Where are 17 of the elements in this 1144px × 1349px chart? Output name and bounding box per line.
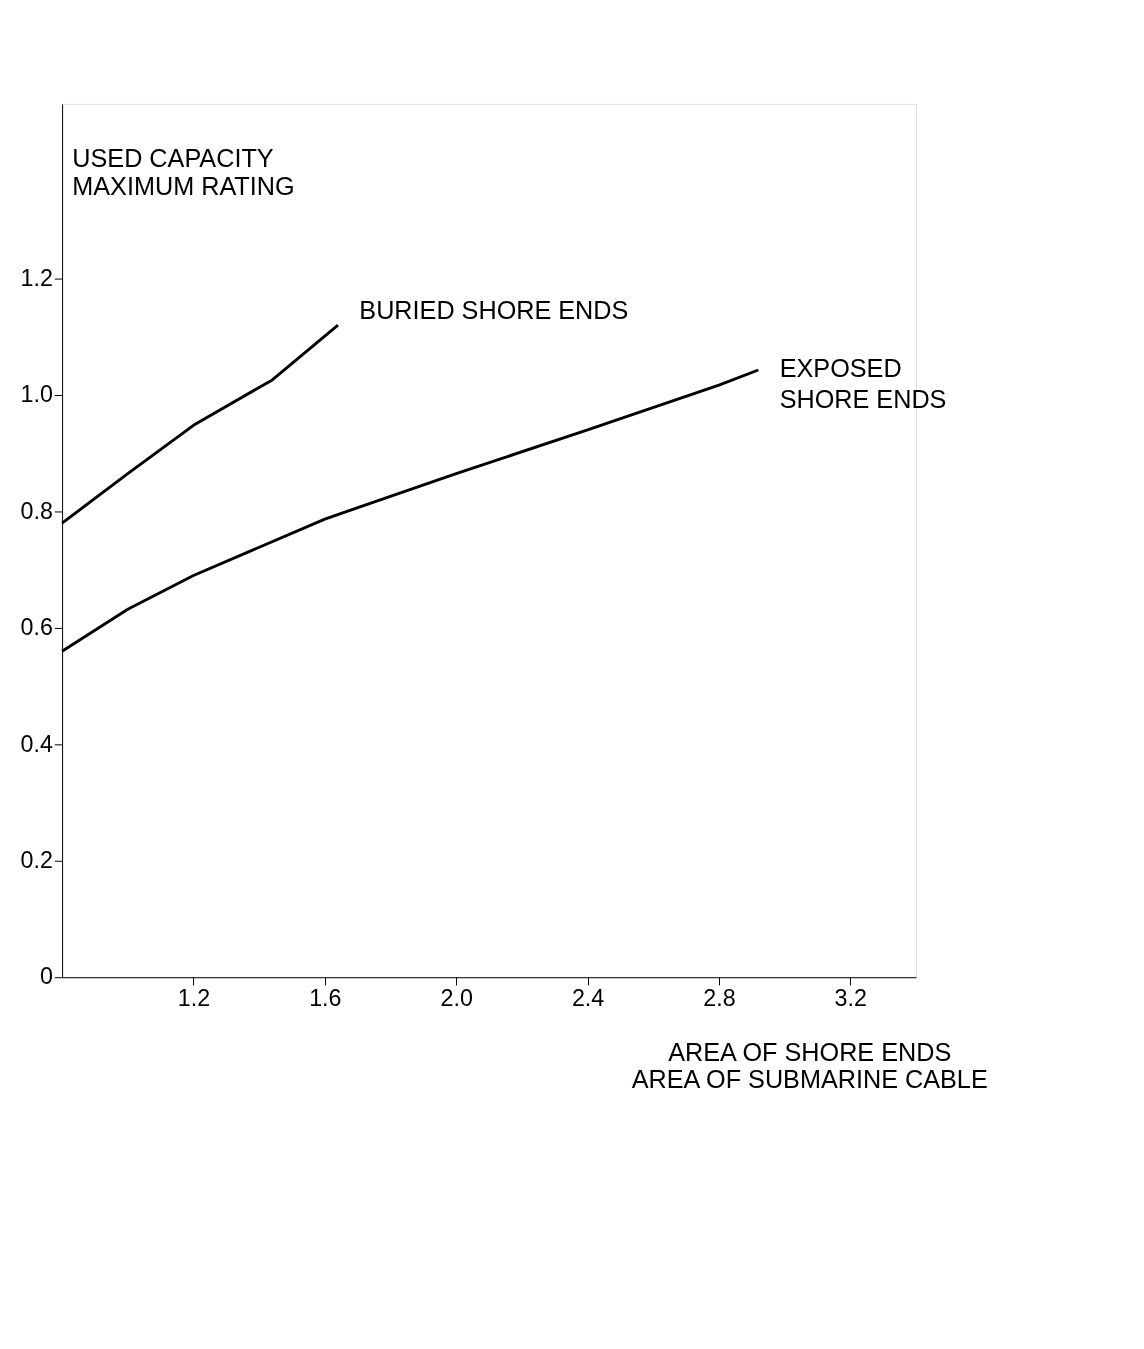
x-tick-label: 1.6 bbox=[309, 984, 342, 1011]
series-label: EXPOSED SHORE ENDS bbox=[779, 353, 947, 413]
x-tick-label: 2.8 bbox=[703, 984, 736, 1011]
x-tick-label: 2.0 bbox=[440, 984, 473, 1011]
series-label: BURIED SHORE ENDS bbox=[359, 296, 629, 325]
x-tick-label: 1.2 bbox=[177, 984, 211, 1011]
x-tick-label: 2.4 bbox=[571, 984, 605, 1011]
y-tick-label: 1.2 bbox=[20, 264, 53, 291]
y-tick-label: 1.0 bbox=[20, 381, 53, 408]
y-tick-label: 0 bbox=[39, 963, 53, 990]
x-tick-label: 3.2 bbox=[834, 984, 867, 1011]
y-tick-label: 0.6 bbox=[20, 614, 53, 641]
y-axis-title: USED CAPACITY MAXIMUM RATING bbox=[72, 144, 295, 200]
y-tick-label: 0.8 bbox=[20, 497, 53, 524]
x-axis-title: AREA OF SHORE ENDS AREA OF SUBMARINE CABLE bbox=[631, 1038, 988, 1094]
y-tick-label: 0.2 bbox=[20, 847, 53, 874]
y-tick-label: 0.4 bbox=[20, 730, 53, 757]
